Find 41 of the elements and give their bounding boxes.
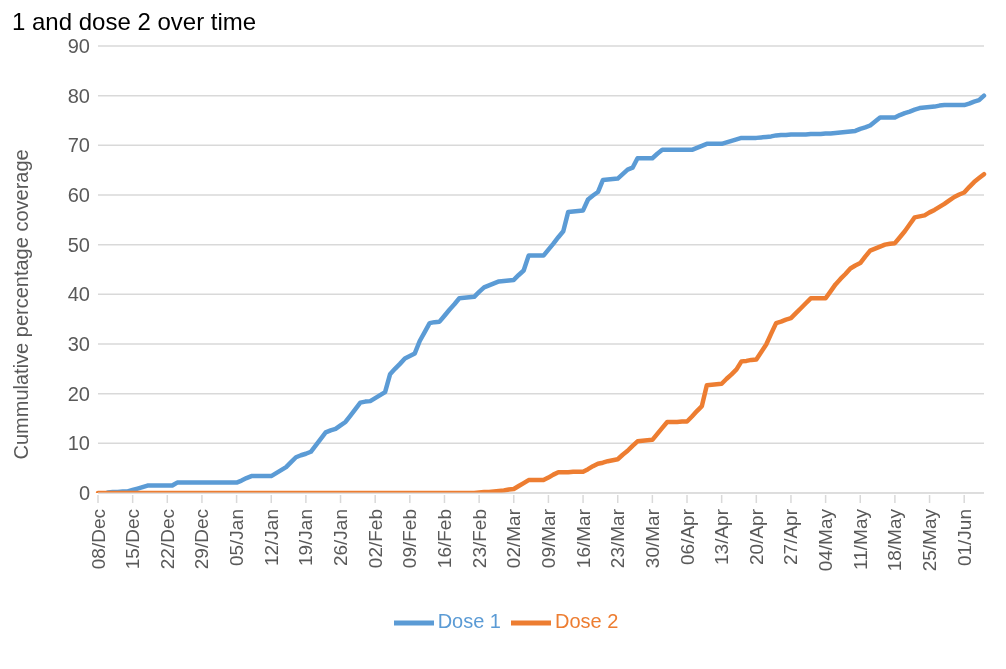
legend-label: Dose 1 <box>437 610 501 633</box>
chart-title: 1 and dose 2 over time <box>12 8 257 35</box>
x-tick-label: 09/Feb <box>399 509 421 569</box>
y-tick-label: 50 <box>67 233 90 256</box>
y-tick-label: 0 <box>78 482 90 505</box>
y-tick-label: 30 <box>67 333 90 356</box>
x-tick-label: 23/Mar <box>607 508 629 569</box>
x-tick-label: 16/Mar <box>572 508 594 569</box>
x-tick-label: 02/Feb <box>364 509 386 569</box>
y-tick-label: 40 <box>67 283 90 306</box>
y-tick-label: 60 <box>67 184 90 207</box>
y-tick-label: 70 <box>67 134 90 157</box>
x-tick-label: 22/Dec <box>156 509 178 570</box>
x-tick-label: 12/Jan <box>260 509 282 567</box>
x-tick-label: 16/Feb <box>433 509 455 569</box>
x-tick-label: 06/Apr <box>676 508 698 565</box>
x-tick-label: 13/Apr <box>711 508 733 565</box>
y-tick-label: 10 <box>67 432 90 455</box>
x-tick-label: 30/Mar <box>641 508 663 569</box>
x-tick-label: 19/Jan <box>295 509 317 567</box>
x-tick-label: 05/Jan <box>226 509 248 567</box>
line-series <box>105 93 987 493</box>
x-tick-label: 08/Dec <box>87 509 109 570</box>
y-tick-label: 80 <box>67 84 90 107</box>
x-tick-label: 25/May <box>919 508 941 572</box>
x-tick-label: 27/Apr <box>780 508 802 565</box>
x-tick-label: 29/Dec <box>191 509 213 570</box>
y-axis-title: Cummulative percentage coverage <box>10 149 33 460</box>
y-tick-label: 20 <box>67 382 90 405</box>
x-tick-label: 04/May <box>815 508 837 572</box>
x-tick-label: 23/Feb <box>468 509 490 569</box>
x-tick-label: 20/Apr <box>745 508 767 565</box>
x-tick-label: 09/Mar <box>537 508 559 569</box>
x-tick-label: 18/May <box>884 508 906 572</box>
x-tick-label: 26/Jan <box>330 509 352 567</box>
x-tick-label: 02/Mar <box>503 508 525 569</box>
legend-label: Dose 2 <box>555 610 619 633</box>
x-tick-label: 01/Jun <box>953 509 975 567</box>
y-tick-label: 90 <box>67 35 90 58</box>
x-tick-label: 11/May <box>849 508 871 570</box>
x-tick-label: 15/Dec <box>122 509 144 570</box>
